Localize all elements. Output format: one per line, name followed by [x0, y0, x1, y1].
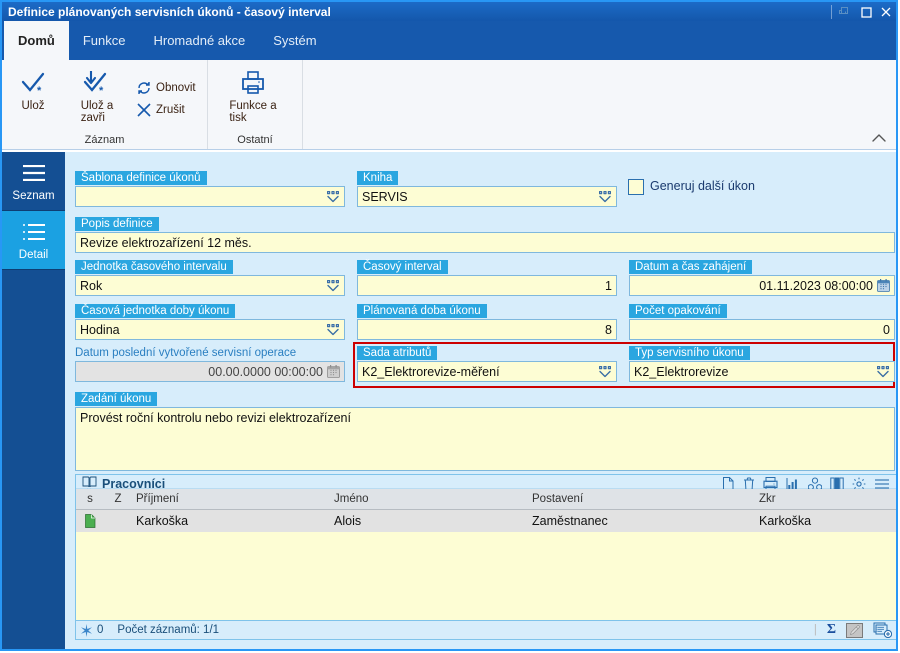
- svg-text:*: *: [37, 85, 42, 97]
- svg-text:*: *: [99, 85, 104, 97]
